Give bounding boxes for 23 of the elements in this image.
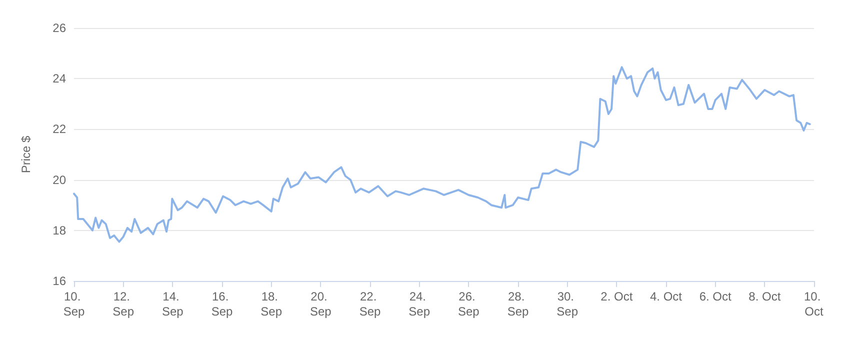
x-tick-label: 24. Sep: [408, 290, 430, 318]
y-tick-label: 26: [52, 21, 66, 35]
x-tick-label: 8. Oct: [748, 290, 782, 304]
x-tick-label: 18. Sep: [260, 290, 282, 318]
x-tick-label: 2. Oct: [600, 290, 634, 304]
y-tick-label: 24: [52, 72, 66, 86]
y-tick-label: 22: [52, 122, 66, 136]
x-tick-label: 20. Sep: [310, 290, 332, 318]
y-axis-title: Price $: [19, 136, 33, 174]
x-tick-label: 4. Oct: [650, 290, 683, 304]
x-tick-label: 22. Sep: [359, 290, 381, 318]
y-tick-label: 16: [52, 274, 66, 288]
y-tick-label: 20: [52, 172, 66, 187]
x-tick-label: 30. Sep: [556, 290, 578, 318]
x-tick-label: 10. Oct: [804, 290, 824, 318]
x-tick-label: 12. Sep: [112, 290, 134, 318]
x-tick-label: 14. Sep: [162, 290, 184, 318]
x-tick-label: 28. Sep: [507, 290, 529, 318]
x-tick-label: 26. Sep: [458, 290, 480, 318]
x-tick-label: 6. Oct: [699, 290, 732, 304]
x-tick-label: 10. Sep: [63, 290, 85, 318]
x-tick-label: 16. Sep: [211, 290, 233, 318]
y-tick-label: 18: [52, 223, 66, 238]
